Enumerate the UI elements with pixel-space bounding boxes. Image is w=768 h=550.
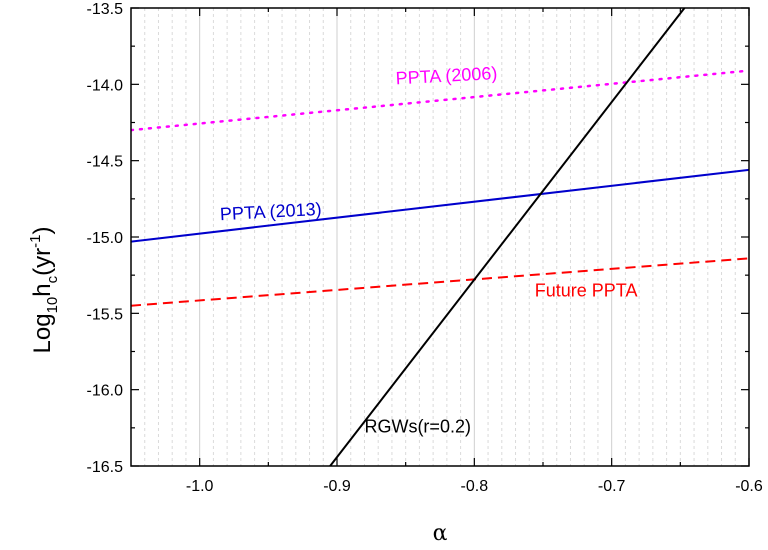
- y-tick-label: -14.0: [87, 77, 124, 94]
- series-line-rgws-r-0-2: [330, 8, 684, 466]
- series-label: RGWs(r=0.2): [364, 416, 471, 436]
- svg-text:Log10hc(yr-1): Log10hc(yr-1): [27, 227, 61, 354]
- y-axis-label: Log10hc(yr-1): [27, 227, 61, 354]
- series-label: Future PPTA: [535, 281, 638, 301]
- series-label: PPTA (2006): [395, 63, 498, 88]
- x-tick-label: -0.8: [461, 478, 489, 495]
- x-tick-label: -1.0: [186, 478, 214, 495]
- y-tick-label: -16.5: [87, 459, 124, 476]
- x-tick-label: -0.6: [735, 478, 763, 495]
- y-tick-label: -15.0: [87, 230, 124, 247]
- labels: -1.0 -0.9 -0.8 -0.7 -0.6 -13.5 -14.0 -14.5 -15.0…: [87, 1, 763, 495]
- series-line-future-ppta: [131, 258, 749, 305]
- y-tick-label: -14.5: [87, 154, 124, 171]
- x-tick-label: -0.7: [598, 478, 626, 495]
- x-tick-label: -0.9: [323, 478, 351, 495]
- y-tick-label: -15.5: [87, 306, 124, 323]
- y-tick-label: -13.5: [87, 1, 124, 18]
- x-axis-label: α: [433, 521, 448, 546]
- y-tick-label: -16.0: [87, 383, 124, 400]
